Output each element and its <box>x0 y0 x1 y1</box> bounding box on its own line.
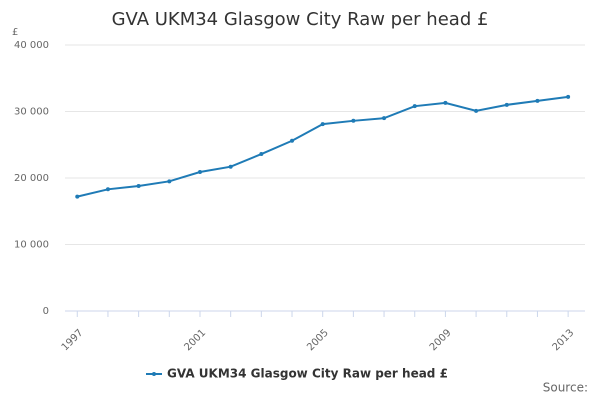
y-tick-label: 0 <box>43 306 49 317</box>
point <box>351 118 356 123</box>
x-tick-label: 1997 <box>60 327 86 353</box>
point <box>290 138 295 143</box>
y-tick-label: 40 000 <box>14 40 49 51</box>
point <box>167 179 172 184</box>
point <box>566 94 571 99</box>
y-tick-label: 20 000 <box>14 173 49 184</box>
point <box>382 116 387 121</box>
y-axis-label: £ <box>12 27 18 38</box>
source: Source: <box>543 381 588 395</box>
point <box>535 98 540 103</box>
x-tick-label: 2001 <box>182 327 208 353</box>
x-tick-label: 2005 <box>305 327 331 353</box>
point <box>259 152 264 157</box>
point <box>228 164 233 169</box>
x-tick-label: 2013 <box>551 327 577 353</box>
point <box>474 108 479 113</box>
point <box>105 187 110 192</box>
x-tick-label: 2009 <box>428 327 454 353</box>
point <box>197 170 202 175</box>
y-tick-label: 30 000 <box>14 107 49 118</box>
legend-label: GVA UKM34 Glasgow City Raw per head £ <box>167 367 448 381</box>
point <box>136 183 141 188</box>
y-tick-label: 10 000 <box>14 240 49 251</box>
point <box>75 194 80 199</box>
point <box>443 100 448 105</box>
chart-title: GVA UKM34 Glasgow City Raw per head £ <box>112 9 489 30</box>
legend-marker <box>152 372 156 376</box>
point <box>320 122 325 127</box>
point <box>412 104 417 109</box>
point <box>504 102 509 107</box>
